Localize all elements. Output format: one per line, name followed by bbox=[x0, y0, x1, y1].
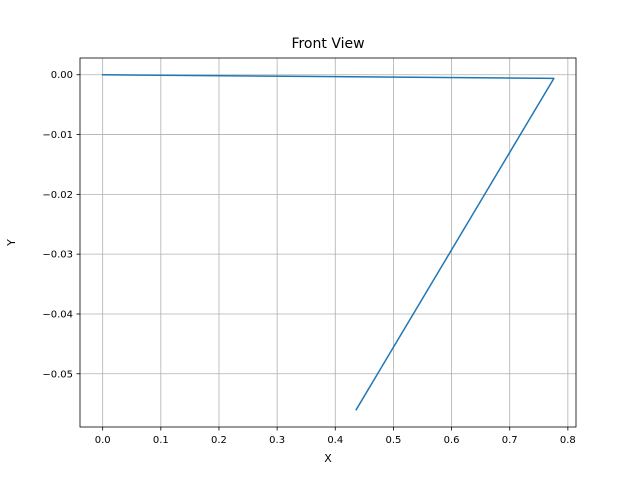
x-axis-label: X bbox=[324, 452, 332, 465]
y-tick-label: 0.00 bbox=[51, 70, 73, 81]
x-tick-label: 0.2 bbox=[211, 435, 227, 446]
x-tick-label: 0.7 bbox=[502, 435, 518, 446]
plot-frame bbox=[79, 57, 577, 428]
chart-title: Front View bbox=[291, 36, 364, 52]
x-tick-label: 0.0 bbox=[95, 435, 111, 446]
x-axis-ticks: 0.0 0.1 0.2 0.3 0.4 0.5 0.6 0.7 0.8 bbox=[95, 427, 576, 446]
series-layer bbox=[101, 73, 555, 411]
series-line bbox=[101, 73, 555, 411]
x-tick-label: 0.4 bbox=[327, 435, 343, 446]
y-axis-ticks: 0.00 −0.01 −0.02 −0.03 −0.04 −0.05 bbox=[42, 70, 80, 380]
x-tick-label: 0.3 bbox=[269, 435, 285, 446]
y-tick-label: −0.01 bbox=[42, 130, 73, 141]
y-tick-label: −0.04 bbox=[42, 309, 73, 320]
grid bbox=[80, 58, 576, 427]
x-tick-label: 0.1 bbox=[153, 435, 169, 446]
x-tick-label: 0.8 bbox=[560, 435, 576, 446]
y-tick-label: −0.05 bbox=[42, 369, 73, 380]
y-tick-label: −0.02 bbox=[42, 190, 73, 201]
y-tick-label: −0.03 bbox=[42, 250, 73, 261]
y-axis-label: Y bbox=[5, 239, 18, 247]
x-tick-label: 0.6 bbox=[444, 435, 460, 446]
x-tick-label: 0.5 bbox=[385, 435, 401, 446]
